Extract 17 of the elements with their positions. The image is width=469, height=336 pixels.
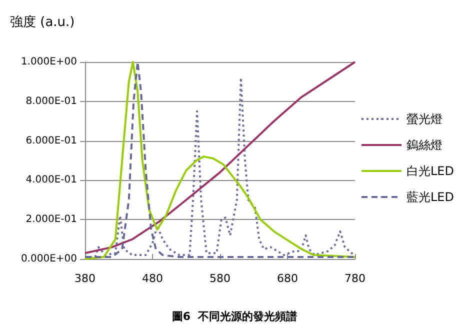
y-axis-title: 強度 (a.u.) [10, 14, 75, 30]
legend-label: 鎢絲燈 [406, 138, 442, 152]
x-tick-label: 680 [277, 272, 298, 285]
y-tick-label: 4.000E-01 [26, 174, 77, 186]
x-tick-label: 780 [344, 272, 366, 285]
y-tick-label: 2.000E-01 [26, 214, 77, 226]
x-tick-label: 380 [74, 272, 96, 285]
legend-label: 螢光燈 [406, 112, 442, 126]
y-tick-label: 0.000E+00 [20, 254, 77, 264]
x-tick-label: 480 [142, 272, 163, 285]
legend-label: 藍光LED [406, 190, 454, 204]
x-tick-label: 580 [210, 272, 230, 285]
legend-label: 白光LED [406, 164, 454, 178]
caption: 圖6 不同光源的發光頻譜 [172, 310, 298, 323]
y-tick-label: 8.000E-01 [26, 96, 77, 107]
y-tick-label: 6.000E-01 [26, 135, 77, 146]
y-tick-label: 1.000E+00 [20, 56, 77, 68]
